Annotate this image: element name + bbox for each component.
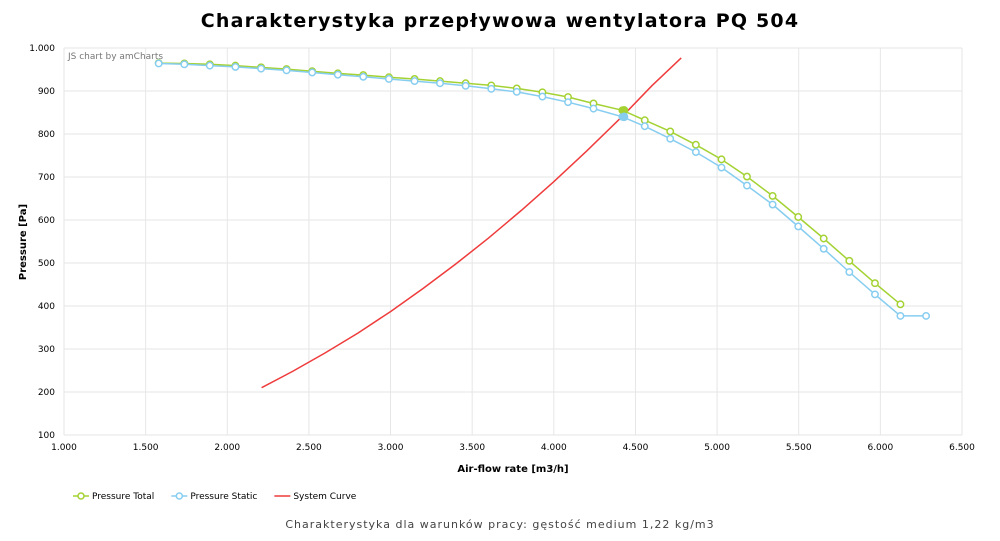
y-tick-label: 200 (38, 388, 55, 398)
pressure-static-point[interactable] (794, 222, 803, 231)
pressure-static-point[interactable] (205, 61, 214, 70)
pressure-static-point[interactable] (896, 311, 905, 320)
y-tick-label: 900 (38, 87, 55, 97)
system-curve-line[interactable] (261, 57, 682, 389)
chart-title: Charakterystyka przepływowa wentylatora … (200, 10, 800, 32)
x-tick-label: 5.000 (704, 443, 730, 453)
pressure-total-point[interactable] (819, 234, 828, 243)
x-tick-label: 6.000 (867, 443, 893, 453)
chart-credit[interactable]: JS chart by amCharts (67, 52, 163, 62)
legend-label-pressure-total: Pressure Total (92, 492, 154, 502)
y-tick-label: 500 (38, 259, 55, 269)
legend: Pressure Total Pressure Static System Curv… (73, 492, 357, 502)
pressure-static-point[interactable] (512, 87, 521, 96)
x-tick-label: 1.500 (133, 443, 159, 453)
pressure-static-point[interactable] (845, 268, 854, 276)
pressure-total-point[interactable] (871, 279, 879, 288)
x-tick-label: 1.000 (51, 443, 77, 453)
y-tick-label: 300 (38, 345, 55, 355)
x-tick-label: 4.500 (623, 443, 649, 453)
pressure-total-point[interactable] (794, 213, 803, 221)
x-tick-label: 4.000 (541, 443, 567, 453)
pressure-static-point[interactable] (154, 59, 163, 68)
y-axis-title: Pressure [Pa] (18, 204, 29, 280)
pressure-total-point[interactable] (896, 300, 905, 309)
pressure-static-point[interactable] (410, 77, 419, 86)
pressure-total-point[interactable] (717, 155, 726, 164)
legend-marker-pressure-static (175, 492, 184, 500)
legend-label-pressure-static: Pressure Static (190, 492, 257, 502)
legend-item-pressure-static[interactable]: Pressure Static (171, 492, 257, 502)
pressure-static-point[interactable] (538, 92, 547, 101)
pressure-static-point[interactable] (666, 134, 675, 143)
pressure-static-point[interactable] (691, 148, 700, 157)
y-tick-label: 1.000 (29, 44, 55, 54)
x-tick-label: 5.500 (786, 443, 812, 453)
pressure-static-point[interactable] (871, 290, 879, 299)
y-tick-label: 100 (38, 431, 55, 441)
pressure-static-point[interactable] (333, 70, 342, 79)
pressure-total-point[interactable] (743, 172, 751, 181)
operating-point-static[interactable] (619, 112, 629, 122)
legend-item-pressure-total[interactable]: Pressure Total (73, 492, 154, 502)
x-tick-label: 3.000 (378, 443, 404, 453)
pressure-static-point[interactable] (231, 62, 240, 71)
pressure-total-line[interactable] (158, 62, 901, 305)
pressure-static-point[interactable] (487, 84, 496, 93)
pressure-static-line[interactable] (158, 62, 927, 317)
legend-item-system-curve[interactable]: System Curve (274, 492, 357, 502)
y-tick-label: 600 (38, 216, 55, 226)
pressure-static-point[interactable] (743, 181, 751, 190)
pressure-static-point[interactable] (922, 311, 931, 320)
pressure-total-point[interactable] (666, 127, 675, 136)
x-tick-label: 3.500 (459, 443, 485, 453)
y-tick-label: 400 (38, 302, 55, 312)
pressure-static-point[interactable] (359, 72, 368, 81)
pressure-static-point[interactable] (257, 64, 266, 73)
x-axis-title: Air-flow rate [m3/h] (457, 464, 568, 475)
pressure-static-point[interactable] (768, 200, 777, 209)
pressure-static-point[interactable] (384, 75, 393, 83)
pressure-static-point[interactable] (819, 244, 828, 253)
pressure-static-point[interactable] (589, 104, 598, 113)
series-layer (154, 57, 931, 389)
y-tick-label: 800 (38, 130, 55, 140)
pressure-static-point[interactable] (308, 68, 317, 77)
legend-label-system-curve: System Curve (293, 492, 356, 502)
x-tick-label: 2.500 (296, 443, 322, 453)
axis-layer: 1.000 1.500 2.000 2.500 3.000 3.500 4.000 4.500… (29, 44, 975, 453)
pressure-static-point[interactable] (564, 98, 572, 107)
pressure-total-point[interactable] (845, 256, 854, 265)
pressure-static-point[interactable] (180, 60, 189, 69)
pressure-total-point[interactable] (691, 140, 700, 149)
grid-layer (63, 47, 963, 436)
pressure-total-point[interactable] (768, 191, 777, 200)
x-tick-label: 6.500 (949, 443, 975, 453)
pressure-static-point[interactable] (717, 163, 726, 172)
pressure-static-point[interactable] (461, 81, 470, 90)
chart-caption: Charakterystyka dla warunków pracy: gęst… (285, 518, 715, 531)
x-tick-label: 2.000 (214, 443, 240, 453)
pressure-static-point[interactable] (640, 122, 649, 131)
pressure-static-point[interactable] (436, 79, 444, 88)
y-tick-label: 700 (38, 173, 55, 183)
pressure-static-point[interactable] (282, 66, 291, 75)
legend-marker-pressure-total (77, 492, 85, 500)
